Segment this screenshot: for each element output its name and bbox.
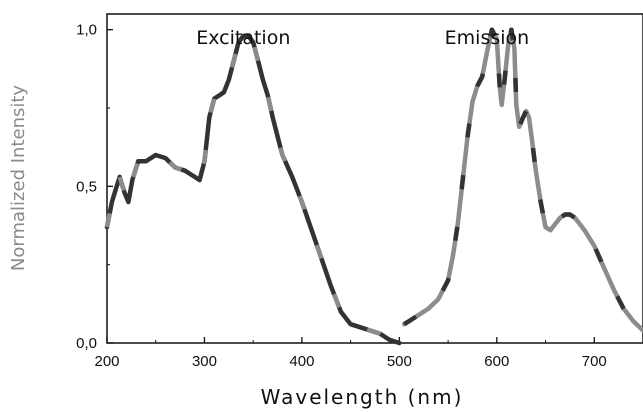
series-layer (104, 27, 643, 346)
x-tick-label: 700 (582, 353, 607, 370)
x-tick-label: 200 (94, 353, 119, 370)
plot-frame (106, 13, 643, 344)
x-tick-label: 400 (289, 353, 314, 370)
x-axis-ticks: 200 300 400 500 600 700 (94, 337, 607, 370)
annotation-label: Excitation (196, 27, 290, 49)
x-tick-label: 600 (484, 353, 509, 370)
y-tick-label: 1,0 (76, 22, 97, 39)
y-tick-label: 0,5 (76, 178, 97, 195)
annotation-layer: Excitation Emission (196, 27, 529, 49)
series-texture-1 (104, 33, 401, 346)
y-axis-ticks: 0,0 0,5 1,0 (76, 22, 113, 352)
x-axis-title: Wavelength (nm) (261, 385, 464, 409)
series-line-1 (104, 33, 402, 346)
annotation-label: Emission (445, 27, 530, 49)
series-texture-2 (402, 27, 643, 333)
series-line-2 (401, 27, 643, 333)
y-tick-label: 0,0 (76, 335, 97, 352)
y-axis-title: Normalized Intensity (8, 85, 29, 271)
x-tick-label: 500 (387, 353, 412, 370)
x-tick-label: 300 (192, 353, 217, 370)
